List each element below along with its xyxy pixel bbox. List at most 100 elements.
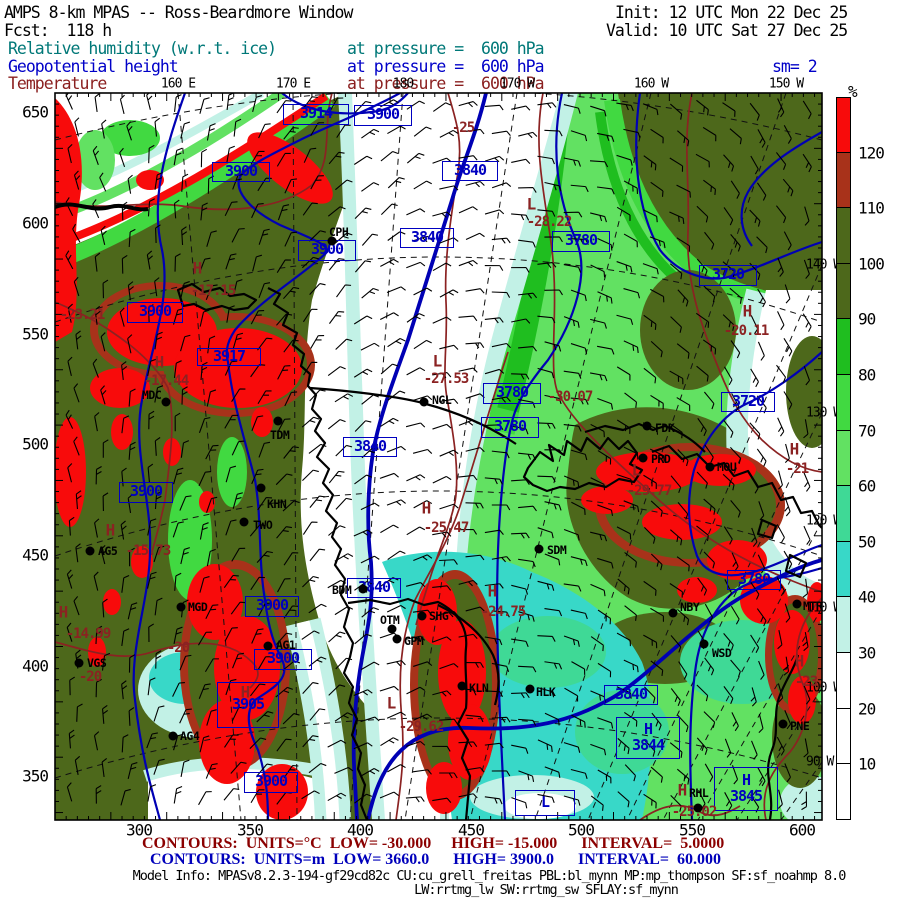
temp-contour-label: -17.44 [143, 373, 190, 389]
station-label-nby: NBY [680, 600, 700, 614]
station-label-khn: KHN [267, 497, 287, 511]
lon-label-top: 170 E [275, 76, 311, 92]
chart-title: AMPS 8-km MPAS -- Ross-Beardmore Window [4, 3, 353, 22]
height-contour-label: 3780 [483, 382, 541, 404]
temp-contour-label: H [421, 498, 432, 518]
station-label-ag1: AG1 [276, 638, 296, 652]
colorbar-tick-label: 40 [858, 587, 876, 607]
temp-contour-label: -30.07 [547, 389, 594, 405]
station-label-hlk: HLK [536, 685, 556, 699]
station-dot-hlk [525, 684, 535, 694]
y-axis-label: 550 [22, 324, 49, 344]
station-label-two: TWO [253, 518, 273, 532]
station-label-gpm: GPM [404, 634, 424, 648]
colorbar-segment [836, 208, 851, 264]
height-contour-label: L [515, 790, 575, 816]
colorbar-segment [836, 652, 851, 709]
y-axis-label: 600 [22, 213, 49, 233]
station-dot-ag5 [85, 546, 95, 556]
height-contour-label: 3905 [217, 682, 279, 728]
height-contour-label: 3780 [727, 570, 781, 590]
station-dot-prd [638, 453, 648, 463]
station-dot-khn [256, 483, 266, 493]
temp-contour-label: L [631, 460, 642, 480]
station-dot-rhl [693, 803, 703, 813]
y-axis-label: 500 [22, 434, 49, 454]
station-dot-cph [327, 236, 337, 246]
temp-contour-label: -25 [451, 120, 475, 136]
height-contour-label: 3720 [699, 264, 757, 286]
colorbar [836, 97, 851, 820]
colorbar-tick-label: 100 [858, 254, 885, 274]
x-axis-label: 350 [237, 820, 264, 840]
colorbar-tick-label: 90 [858, 309, 876, 329]
temp-contour-label: H [58, 602, 69, 622]
height-contour-label: 3917 [197, 348, 261, 366]
height-contour-label: 3840 [442, 161, 498, 181]
colorbar-tick-label: 10 [858, 754, 876, 774]
station-dot-fdk [642, 421, 652, 431]
station-label-vgs: VGS [87, 656, 107, 670]
colorbar-segment [836, 319, 851, 375]
colorbar-segment [836, 430, 851, 487]
y-axis-label: 400 [22, 656, 49, 676]
temp-contour-label: -27.53 [423, 371, 470, 387]
temp-contour-label: H [789, 439, 800, 459]
field-name: Relative humidity (w.r.t. ice) [8, 39, 277, 58]
x-axis-label: 450 [458, 820, 485, 840]
height-contour-label: 3720 [721, 392, 775, 412]
station-dot-vgs [74, 658, 84, 668]
height-contour-label: H 3845 [714, 767, 778, 811]
y-axis-label: 450 [22, 545, 49, 565]
station-dot-ag1 [263, 641, 273, 651]
wind-barbs [65, 93, 812, 813]
init-time: Init: 12 UTC Mon 22 Dec 25 [615, 3, 848, 22]
temp-contour-label: H [105, 520, 116, 540]
colorbar-segment [836, 152, 851, 209]
colorbar-tick-label: 110 [858, 198, 885, 218]
lon-label-top: 180 [392, 76, 415, 92]
temp-contour-label: -25.47 [423, 520, 470, 536]
height-contour-label: 3900 [119, 481, 173, 503]
smoothing-label: sm= 2 [772, 57, 818, 76]
colorbar-tick-label: 20 [858, 699, 876, 719]
temp-contour-label: -23.21 [59, 307, 106, 323]
station-label-rhl: RHL [689, 786, 709, 800]
station-label-ag4: AG4 [180, 729, 200, 743]
station-dot-pne [778, 719, 788, 729]
station-dot-mou [705, 462, 715, 472]
colorbar-unit: % [848, 82, 858, 101]
station-dot-gpm [392, 634, 402, 644]
height-contour-label: 3900 [354, 104, 412, 126]
station-dot-ngl [419, 397, 429, 407]
temp-contour-label: -23 [794, 674, 818, 690]
x-axis-label: 550 [679, 820, 706, 840]
lon-label-top: 150 W [768, 76, 804, 92]
height-contour-label: 3840 [400, 228, 454, 248]
temp-contour-label: -20 [166, 640, 190, 656]
colorbar-tick-label: 80 [858, 365, 876, 385]
field-level: at pressure = 600 hPa [347, 74, 545, 93]
station-dot-kln [457, 681, 467, 691]
colorbar-segment [836, 486, 851, 542]
temp-contour-label: -17.15 [190, 283, 237, 299]
x-axis-label: 600 [789, 820, 816, 840]
height-contour-label: 3914 [283, 103, 349, 125]
height-contour-label: H 3844 [616, 717, 680, 759]
station-label-prd: PRD [651, 452, 671, 466]
colorbar-tick-label: 50 [858, 532, 876, 552]
colorbar-segment [836, 597, 851, 653]
y-axis-label: 650 [22, 102, 49, 122]
graticule [55, 93, 822, 820]
station-dot-otm [387, 624, 397, 634]
model-info-line2: LW:rrtmg_lw SW:rrtmg_sw SFLAY:sf_mynn [414, 882, 679, 898]
temp-contour-label: -29.62 [398, 719, 445, 735]
temp-contour-label: H [677, 780, 688, 800]
x-axis-label: 300 [126, 820, 153, 840]
station-dot-sdm [534, 544, 544, 554]
temp-contour-label: H [742, 301, 753, 321]
temp-contour-label: H [487, 581, 498, 601]
height-contour-label: 3840 [604, 685, 658, 705]
